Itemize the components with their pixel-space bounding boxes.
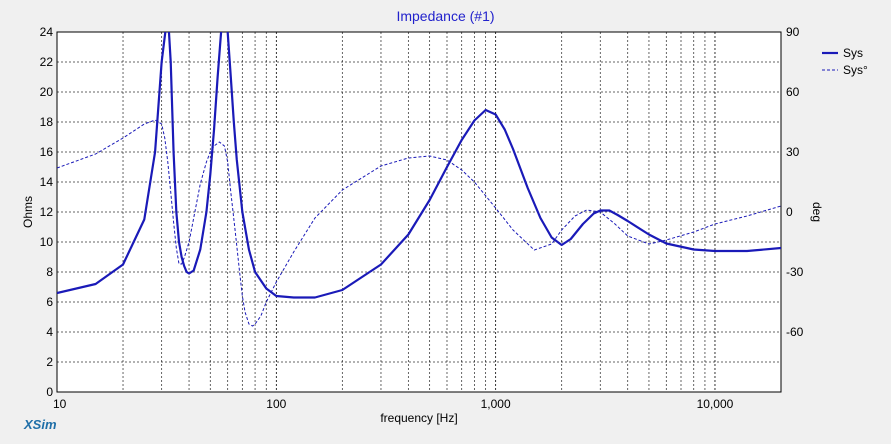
- major-gridlines: [57, 32, 781, 392]
- series-line-phase: [57, 119, 781, 327]
- y-tick-label: 8: [46, 265, 53, 279]
- y2-tick-label: -60: [786, 325, 804, 339]
- y2-tick-label: 60: [786, 85, 800, 99]
- y-tick-label: 0: [46, 385, 53, 399]
- xsim-logo: XSim: [24, 417, 57, 432]
- x-tick-label: 1,000: [481, 397, 511, 411]
- x-tick-label: 10,000: [697, 397, 734, 411]
- y-axis-label: Ohms: [21, 196, 35, 228]
- legend: Sys Sys°: [822, 46, 868, 77]
- y2-tick-label: 30: [786, 145, 800, 159]
- y2-tick-label: 90: [786, 25, 800, 39]
- x-axis-label: frequency [Hz]: [380, 411, 457, 425]
- y2-axis-label: deg: [810, 202, 824, 222]
- y-tick-label: 4: [46, 325, 53, 339]
- y-tick-label: 12: [40, 205, 54, 219]
- legend-label-sys: Sys: [843, 46, 863, 60]
- y-tick-label: 22: [40, 55, 54, 69]
- legend-label-sys-phase: Sys°: [843, 63, 868, 77]
- y-tick-label: 6: [46, 295, 53, 309]
- y-tick-label: 10: [40, 235, 54, 249]
- y-tick-label: 18: [40, 115, 54, 129]
- y2-tick-labels: -60 -30 0 30 60 90: [786, 25, 804, 339]
- y2-tick-label: 0: [786, 205, 793, 219]
- y-tick-label: 2: [46, 355, 53, 369]
- y-tick-label: 24: [40, 25, 54, 39]
- y-tick-label: 16: [40, 145, 54, 159]
- chart-title: Impedance (#1): [396, 8, 495, 24]
- series-layer: [57, 32, 781, 327]
- x-tick-labels: 10 100 1,000 10,000: [53, 397, 734, 411]
- y-tick-label: 20: [40, 85, 54, 99]
- x-tick-label: 100: [266, 397, 286, 411]
- y2-tick-label: -30: [786, 265, 804, 279]
- x-tick-label: 10: [53, 397, 67, 411]
- y-tick-label: 14: [40, 175, 54, 189]
